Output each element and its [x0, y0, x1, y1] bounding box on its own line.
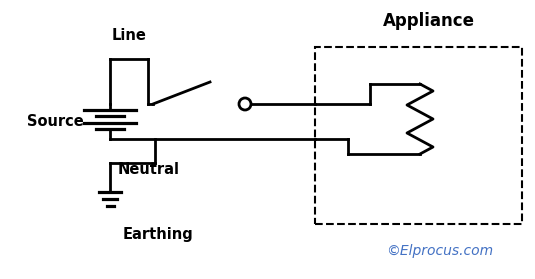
Text: Source: Source	[27, 114, 84, 129]
Text: ©Elprocus.com: ©Elprocus.com	[386, 244, 494, 258]
Text: Earthing: Earthing	[123, 227, 194, 242]
Text: Line: Line	[112, 28, 147, 44]
Text: Neutral: Neutral	[118, 162, 180, 177]
Text: Appliance: Appliance	[383, 12, 475, 30]
